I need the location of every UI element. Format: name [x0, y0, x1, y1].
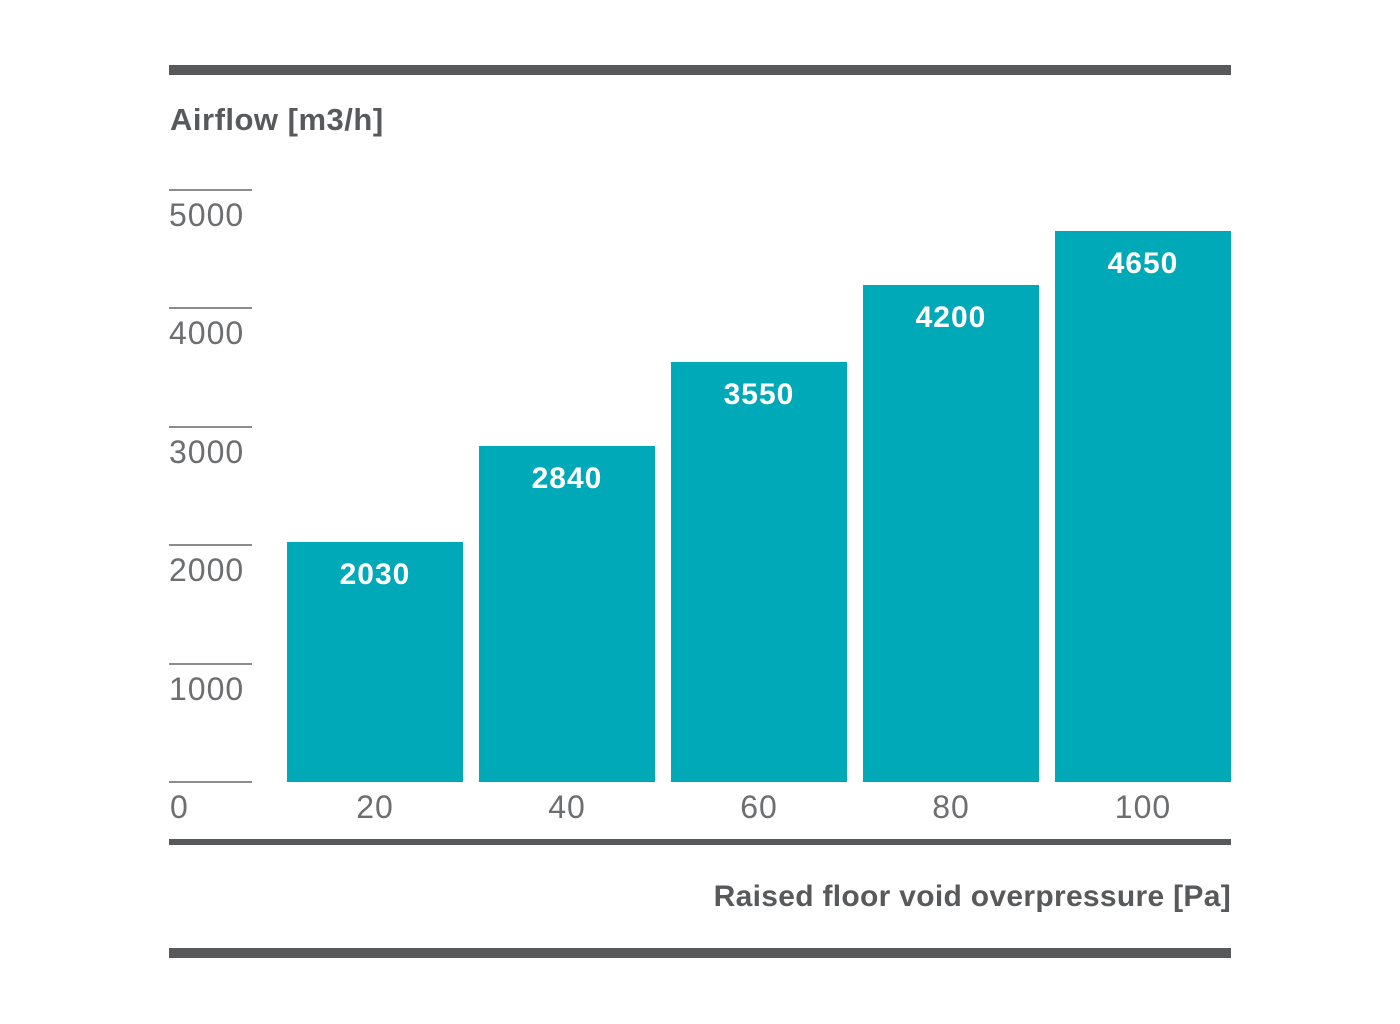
bottom-rule [169, 948, 1231, 958]
bar [287, 541, 463, 782]
y-tick-label: 5000 [169, 197, 245, 233]
bar [479, 445, 655, 782]
y-axis-title: Airflow [m3/h] [170, 102, 384, 137]
y-tick-label: 3000 [169, 433, 245, 470]
x-tick-label: 20 [356, 789, 394, 825]
y-tick-label: 1000 [169, 670, 245, 707]
x-tick-label: 60 [740, 789, 778, 825]
x-tick-label: 100 [1114, 789, 1172, 825]
bar-value-label: 2030 [339, 557, 411, 591]
y-tick-label: 4000 [169, 315, 245, 352]
bar-value-label: 2840 [531, 461, 603, 495]
bar [671, 361, 847, 782]
bar [863, 284, 1039, 782]
y-tick-line [169, 307, 252, 310]
x-axis-title: Raised floor void overpressure [Pa] [713, 880, 1231, 913]
x-tick-label-origin: 0 [170, 789, 189, 825]
bar-value-label: 4200 [915, 300, 987, 334]
bar [1055, 231, 1231, 782]
y-tick-line [169, 425, 252, 428]
y-tick-line [169, 781, 252, 783]
x-axis-line [169, 839, 1231, 845]
bar-value-label: 3550 [723, 377, 795, 411]
y-tick-line [169, 189, 252, 191]
x-tick-label: 40 [548, 789, 586, 825]
y-tick-label: 2000 [169, 552, 245, 589]
top-rule [169, 65, 1231, 75]
y-tick-line [169, 662, 252, 665]
y-tick-line [169, 544, 252, 547]
bar-value-label: 4650 [1107, 247, 1179, 281]
x-tick-label: 80 [932, 789, 970, 825]
